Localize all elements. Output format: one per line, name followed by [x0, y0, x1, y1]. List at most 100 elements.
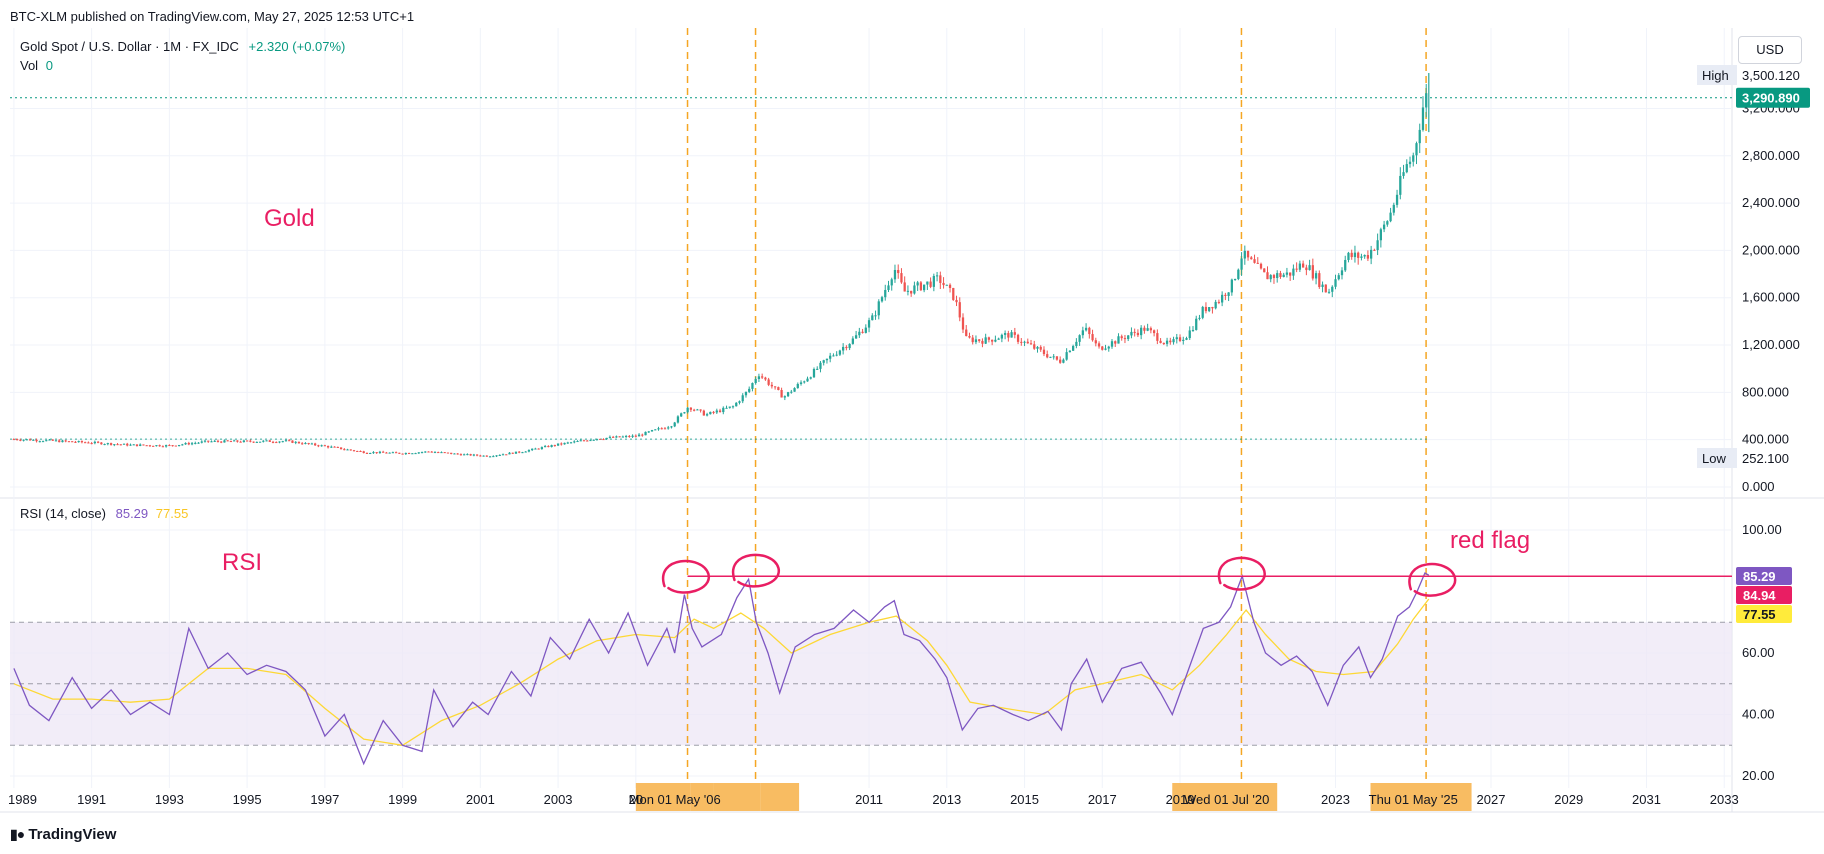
candle-body: [1402, 172, 1405, 176]
candle-body: [1259, 263, 1263, 269]
candle-body: [994, 339, 997, 342]
candle-body: [1366, 255, 1370, 259]
candle-body: [1415, 143, 1418, 156]
candle-body: [825, 358, 829, 361]
candle-body: [45, 440, 48, 442]
candle-body: [595, 438, 599, 440]
last-price-tag-bg: [1736, 87, 1810, 108]
candle-body: [569, 442, 573, 444]
candle-body: [333, 446, 336, 448]
time-tick-label: 2029: [1554, 792, 1583, 807]
price-axis[interactable]: 0.000 400.000 800.000 1,200.000 1,600.000 2,0…: [1742, 100, 1800, 783]
candle-body: [1010, 332, 1013, 338]
candle-body: [1217, 301, 1221, 303]
candle-body: [67, 441, 71, 443]
candle-body: [90, 443, 93, 445]
candle-body: [148, 445, 152, 447]
rsi-tick-label: 60.00: [1742, 645, 1775, 660]
candle-body: [74, 441, 77, 443]
candle-body: [1169, 340, 1172, 343]
high-label: High: [1702, 68, 1729, 83]
candle-body: [1344, 259, 1347, 271]
candle-body: [372, 452, 375, 454]
candle-body: [893, 269, 897, 280]
candle-body: [670, 426, 673, 428]
candle-body: [718, 410, 722, 413]
candle-body: [472, 454, 475, 456]
candle-body: [349, 449, 352, 451]
candle-body: [314, 443, 317, 446]
candle-body: [796, 383, 799, 389]
time-highlight: [690, 783, 714, 811]
candle-body: [576, 441, 579, 443]
candle-body: [735, 402, 738, 407]
candle-body: [184, 442, 187, 445]
currency-button[interactable]: USD: [1738, 36, 1802, 64]
candle-body: [1360, 256, 1363, 258]
candle-body: [848, 343, 851, 349]
time-tick-label: 1997: [310, 792, 339, 807]
candle-body: [291, 440, 294, 443]
candle-body: [1068, 350, 1072, 353]
candle-body: [984, 337, 987, 344]
candle-body: [1418, 129, 1421, 144]
candle-body: [874, 315, 877, 317]
candle-body: [560, 443, 563, 445]
price-tick-label: 1,200.000: [1742, 337, 1800, 352]
candle-body: [129, 444, 132, 446]
candle-body: [1331, 286, 1334, 292]
candle-body: [524, 451, 527, 453]
candle-body: [1065, 352, 1068, 360]
rsi-tag: 84.94: [1743, 588, 1776, 603]
rsi-tick-label: 100.00: [1742, 522, 1782, 537]
candle-body: [177, 444, 181, 446]
candle-body: [1084, 327, 1088, 331]
candle-body: [1039, 346, 1042, 350]
candle-body: [356, 450, 359, 452]
candle-body: [1376, 240, 1379, 251]
price-tick-label: 2,000.000: [1742, 242, 1800, 257]
rsi-legend[interactable]: RSI (14, close) 85.29 77.55: [20, 506, 188, 521]
volume-legend[interactable]: Vol 0: [20, 58, 53, 73]
time-axis[interactable]: 1989 1991 1993 1995 1997 1999 2001 2003 20 2011 20…: [8, 792, 1739, 807]
candle-body: [1081, 330, 1084, 336]
highlight-label: Wed 01 Jul '20: [1184, 792, 1269, 807]
price-tick-label: 0.000: [1742, 479, 1775, 494]
candle-body: [864, 327, 867, 333]
candle-body: [1292, 268, 1295, 276]
candle-body: [1405, 164, 1408, 173]
candle-body: [722, 407, 725, 413]
candle-body: [906, 290, 910, 292]
rsi-ma-value: 77.55: [155, 506, 189, 521]
candle-body: [249, 440, 252, 442]
candle-body: [194, 442, 197, 444]
candle-body: [152, 445, 155, 447]
candle-body: [113, 444, 116, 446]
candle-body: [1107, 346, 1110, 349]
low-label: Low: [1702, 451, 1726, 466]
candle-body: [712, 411, 715, 413]
candle-body: [375, 452, 378, 454]
symbol-legend[interactable]: Gold Spot / U.S. Dollar · 1M · FX_IDC +2…: [20, 39, 345, 54]
tradingview-logo[interactable]: ▮● TradingView: [10, 826, 116, 843]
candle-body: [550, 445, 553, 447]
candle-body: [197, 442, 200, 444]
candle-body: [427, 451, 430, 453]
candle-body: [1104, 348, 1107, 350]
time-tick-label: 2027: [1477, 792, 1506, 807]
candle-body: [1233, 278, 1237, 280]
candle-body: [705, 414, 709, 416]
candle-body: [446, 452, 450, 454]
price-change: +2.320 (+0.07%): [248, 39, 346, 54]
candle-body: [608, 436, 612, 438]
candle-body: [757, 376, 761, 379]
candle-body: [420, 452, 424, 454]
candle-body: [1408, 161, 1412, 165]
candle-body: [1399, 175, 1402, 195]
candle-body: [1214, 301, 1217, 309]
candle-body: [22, 439, 25, 441]
candle-body: [1379, 229, 1382, 241]
candle-body: [955, 299, 958, 303]
candle-body: [411, 453, 414, 455]
